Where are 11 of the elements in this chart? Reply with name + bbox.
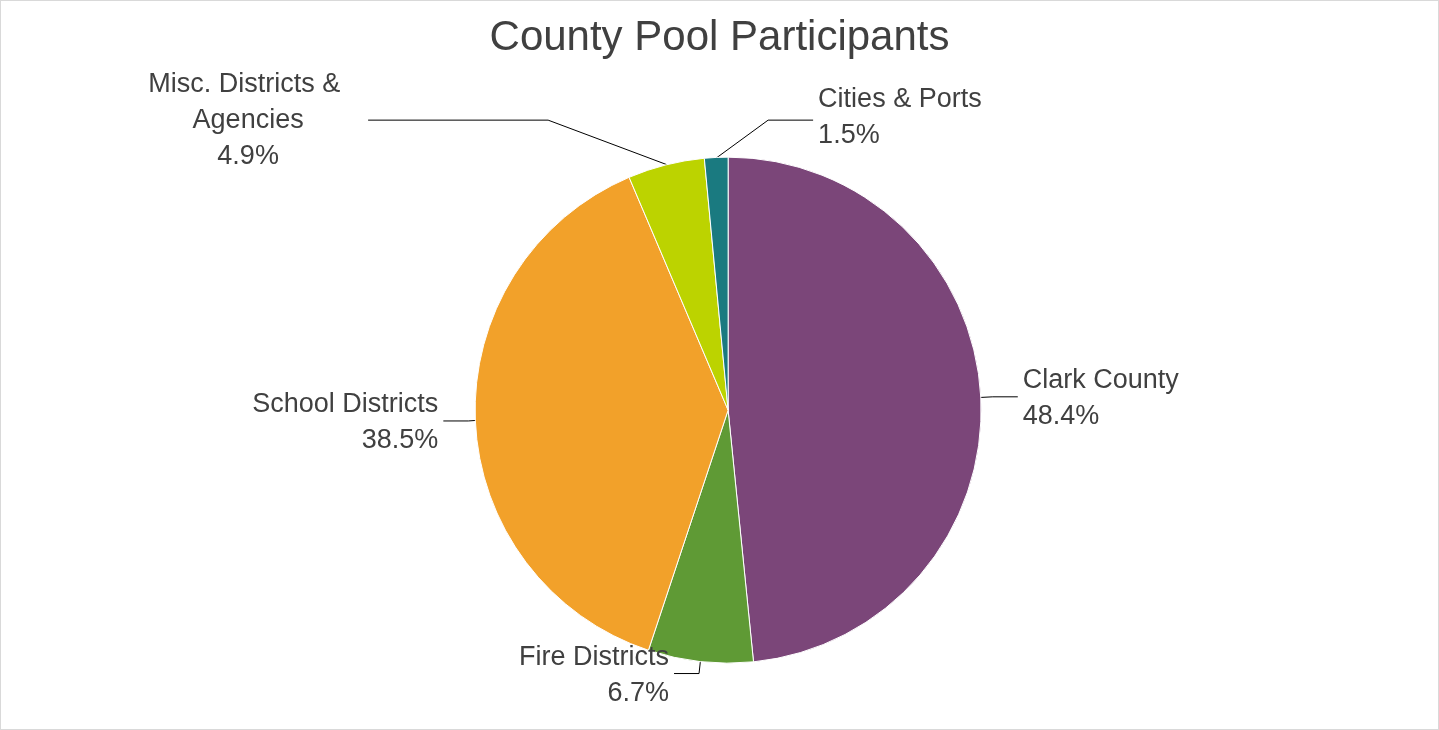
slice-label: Cities & Ports — [818, 83, 982, 114]
data-label: 48.4% — [1022, 399, 1100, 430]
data-label: 4.9% — [217, 140, 279, 171]
slice-label: Clark County — [1022, 363, 1180, 394]
slice-label: Misc. Districts & Agencies — [148, 68, 348, 135]
slice-label: Fire Districts — [519, 640, 670, 671]
data-label: 1.5% — [818, 119, 880, 150]
chart-title: County Pool Participants — [489, 11, 950, 59]
slice-label: School Districts — [252, 387, 439, 418]
data-label: 6.7% — [607, 676, 670, 707]
data-label: 38.5% — [361, 423, 439, 454]
